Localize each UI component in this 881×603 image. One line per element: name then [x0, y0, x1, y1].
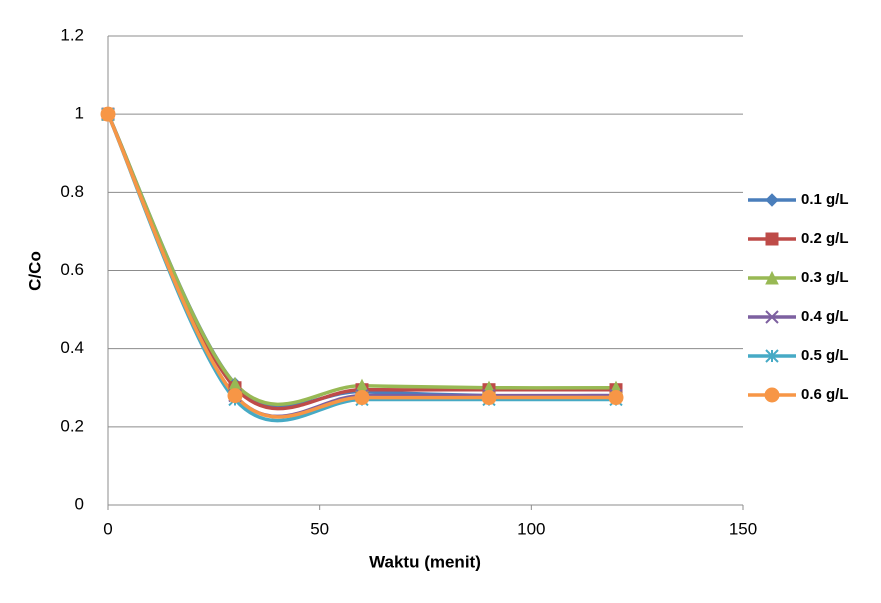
- y-tick-label: 0.2: [60, 416, 84, 435]
- x-tick-label: 0: [103, 519, 112, 538]
- x-tick-label: 150: [729, 519, 757, 538]
- marker: [354, 390, 370, 406]
- legend-item: 0.6 g/L: [748, 386, 849, 403]
- legend-item: 0.5 g/L: [748, 347, 849, 364]
- legend-item: 0.3 g/L: [748, 269, 849, 286]
- marker: [765, 193, 779, 207]
- x-tick-label: 100: [517, 519, 545, 538]
- y-tick-label: 0.6: [60, 260, 84, 279]
- y-axis-title: C/Co: [25, 251, 44, 291]
- series-line: [106, 113, 616, 411]
- marker: [227, 388, 243, 404]
- x-tick-label: 50: [310, 519, 329, 538]
- y-tick-label: 0.8: [60, 182, 84, 201]
- series-line: [106, 113, 617, 406]
- marker: [765, 232, 779, 246]
- legend-item: 0.1 g/L: [748, 191, 849, 208]
- y-tick-label: 0: [75, 494, 84, 513]
- legend-label: 0.2 g/L: [801, 230, 849, 247]
- series-line: [106, 113, 617, 423]
- x-axis-title: Waktu (menit): [369, 552, 481, 571]
- legend-label: 0.6 g/L: [801, 386, 849, 403]
- marker: [765, 349, 779, 363]
- marker: [764, 387, 780, 403]
- y-tick-label: 1: [75, 104, 84, 123]
- series-line: [106, 113, 616, 419]
- marker: [765, 310, 779, 324]
- y-tick-label: 1.2: [60, 25, 84, 44]
- marker: [608, 390, 624, 406]
- legend-item: 0.4 g/L: [748, 308, 849, 325]
- legend-item: 0.2 g/L: [748, 230, 849, 247]
- legend-label: 0.1 g/L: [801, 191, 849, 208]
- marker: [481, 390, 497, 406]
- series-line: [106, 113, 617, 408]
- marker: [100, 106, 116, 122]
- legend-label: 0.4 g/L: [801, 308, 849, 325]
- legend-label: 0.5 g/L: [801, 347, 849, 364]
- marker: [765, 270, 779, 285]
- series-line: [106, 113, 616, 419]
- legend-label: 0.3 g/L: [801, 269, 849, 286]
- y-tick-label: 0.4: [60, 338, 84, 357]
